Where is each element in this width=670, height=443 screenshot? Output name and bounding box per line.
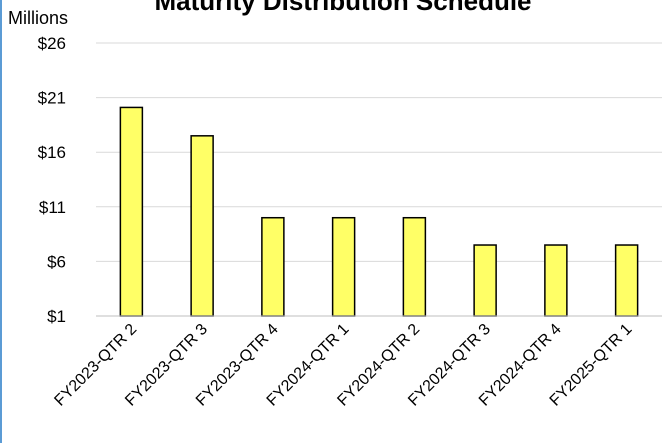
bar (473, 244, 497, 317)
grid-layer (96, 42, 662, 262)
frame-border (0, 0, 2, 443)
y-tick-label: $11 (39, 198, 66, 217)
bar (331, 216, 356, 317)
chart-title: Maturity Distribution Schedule (154, 0, 531, 16)
bar (261, 216, 285, 317)
y-tick-label: $21 (38, 89, 66, 108)
y-units-label: Millions (8, 8, 68, 28)
bar (190, 135, 214, 317)
y-tick-label: $6 (47, 252, 66, 271)
y-axis-ticks: $1 $6 $11 $16 $21 $26 (38, 34, 66, 326)
bar (614, 244, 639, 317)
y-tick-label: $1 (47, 307, 66, 326)
y-tick-label: $26 (38, 34, 66, 53)
bar (402, 216, 427, 317)
bar (119, 106, 144, 317)
bar-layer (119, 106, 639, 317)
bar (544, 244, 568, 317)
y-tick-label: $16 (38, 143, 66, 162)
